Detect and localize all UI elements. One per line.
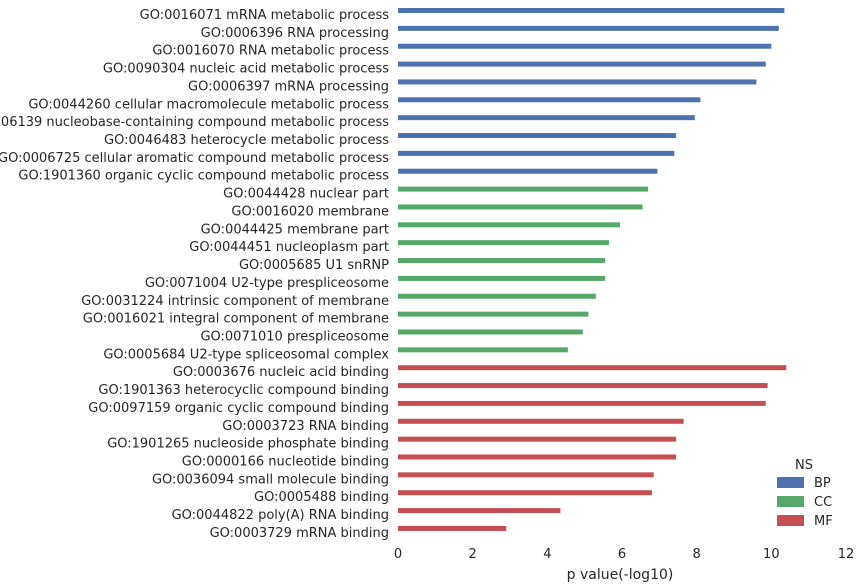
category-label: GO:0000166 nucleotide binding xyxy=(182,455,389,470)
legend-label-cc: CC xyxy=(814,495,832,510)
category-label: GO:0016021 integral component of membran… xyxy=(83,312,389,327)
bar-cc xyxy=(398,204,643,210)
bar-cc xyxy=(398,275,606,281)
category-label: GO:0003723 RNA binding xyxy=(222,419,389,434)
bar-mf xyxy=(398,508,561,514)
bar-mf xyxy=(398,365,787,371)
bar-bp xyxy=(398,168,658,174)
bar-bp xyxy=(398,115,695,121)
category-labels: GO:0016071 mRNA metabolic process GO:0006… xyxy=(0,8,389,541)
bar-cc xyxy=(398,293,596,299)
x-axis: 0 2 4 6 8 10 12 xyxy=(394,547,854,562)
category-label: GO:0036094 small molecule binding xyxy=(152,472,389,487)
category-label: GO:0071010 prespliceosome xyxy=(200,329,389,344)
category-label: GO:0005685 U1 snRNP xyxy=(239,258,389,273)
legend-swatch-mf xyxy=(777,515,804,526)
bar-mf xyxy=(398,454,677,460)
category-label: GO:0016071 mRNA metabolic process xyxy=(140,8,390,23)
bar-cc xyxy=(398,240,609,246)
bar-cc xyxy=(398,222,621,228)
bar-mf xyxy=(398,418,684,424)
category-label: GO:0005684 U2-type spliceosomal complex xyxy=(103,347,389,362)
category-label: GO:0046483 heterocycle metabolic process xyxy=(104,133,389,148)
category-label: GO:1901360 organic cyclic compound metab… xyxy=(18,169,389,184)
legend-title: NS xyxy=(795,458,813,473)
category-label: GO:1901265 nucleoside phosphate binding xyxy=(107,437,389,452)
bar-mf xyxy=(398,400,766,406)
x-tick-label: 0 xyxy=(394,547,402,562)
bar-bp xyxy=(398,43,772,49)
bar-mf xyxy=(398,490,652,496)
x-tick-label: 2 xyxy=(469,547,477,562)
category-label: GO:0090304 nucleic acid metabolic proces… xyxy=(103,62,389,77)
x-tick-label: 4 xyxy=(543,547,551,562)
category-label: GO:0016070 RNA metabolic process xyxy=(152,44,389,59)
bar-cc xyxy=(398,347,568,353)
bar-mf xyxy=(398,436,677,442)
legend: NS BP CC MF xyxy=(777,458,833,529)
bar-cc xyxy=(398,258,606,264)
bar-bp xyxy=(398,25,779,31)
bar-bp xyxy=(398,61,766,67)
legend-label-bp: BP xyxy=(814,476,831,491)
x-tick-label: 8 xyxy=(693,547,701,562)
category-label: GO:0044425 membrane part xyxy=(201,222,389,237)
category-label: GO:0044451 nucleoplasm part xyxy=(189,240,389,255)
category-label: GO:0006725 cellular aromatic compound me… xyxy=(0,151,389,166)
legend-label-mf: MF xyxy=(814,514,833,529)
category-label: GO:0003729 mRNA binding xyxy=(210,526,389,541)
x-axis-title: p value(-log10) xyxy=(567,567,674,583)
category-label: GO:0006397 mRNA processing xyxy=(188,79,389,94)
x-tick-label: 10 xyxy=(763,547,780,562)
bar-mf xyxy=(398,472,654,478)
x-tick-label: 12 xyxy=(838,547,855,562)
category-label: GO:0006139 nucleobase-containing compoun… xyxy=(0,115,389,130)
bar-bp xyxy=(398,79,757,85)
category-label: GO:0044260 cellular macromolecule metabo… xyxy=(28,97,389,112)
bar-mf xyxy=(398,383,768,389)
category-label: GO:0071004 U2-type prespliceosome xyxy=(145,276,389,291)
bar-bp xyxy=(398,133,677,139)
category-label: GO:0031224 intrinsic component of membra… xyxy=(81,294,389,309)
bar-cc xyxy=(398,186,649,192)
category-label: GO:0097159 organic cyclic compound bindi… xyxy=(88,401,389,416)
bar-mf xyxy=(398,525,507,531)
bar-cc xyxy=(398,311,589,317)
category-label: GO:0005488 binding xyxy=(254,490,389,505)
bar-bp xyxy=(398,97,701,103)
bars-layer xyxy=(398,8,787,531)
category-label: GO:0016020 membrane xyxy=(231,204,389,219)
bar-cc xyxy=(398,329,583,335)
legend-swatch-bp xyxy=(777,477,804,488)
bar-bp xyxy=(398,150,675,156)
bar-bp xyxy=(398,8,785,13)
category-label: GO:0006396 RNA processing xyxy=(201,26,389,41)
x-tick-label: 6 xyxy=(618,547,626,562)
legend-swatch-cc xyxy=(777,496,804,507)
category-label: GO:0044822 poly(A) RNA binding xyxy=(172,508,389,523)
category-label: GO:1901363 heterocyclic compound binding xyxy=(98,383,389,398)
category-label: GO:0044428 nuclear part xyxy=(223,187,389,202)
category-label: GO:0003676 nucleic acid binding xyxy=(173,365,389,380)
